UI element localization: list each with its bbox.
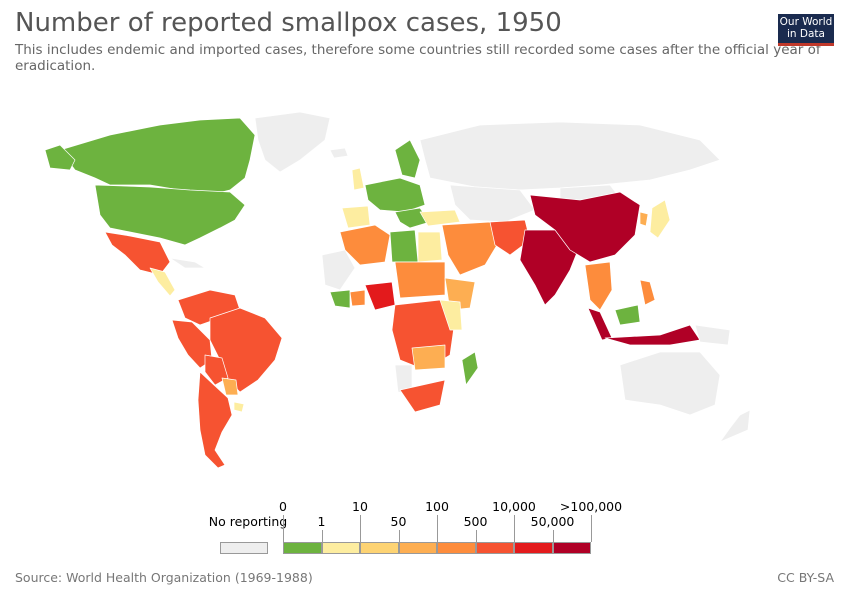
legend-tick-label-3: 50 bbox=[390, 514, 407, 529]
world-map bbox=[44, 111, 751, 469]
region-west-africa-coast[interactable] bbox=[329, 289, 351, 309]
region-brazil[interactable] bbox=[209, 307, 283, 393]
region-egypt[interactable] bbox=[417, 231, 443, 263]
logo-line-2: in Data bbox=[787, 28, 825, 40]
region-southern-africa-mid[interactable] bbox=[411, 344, 446, 371]
legend-no-reporting-label: No reporting bbox=[208, 514, 288, 529]
region-turkey[interactable] bbox=[419, 209, 461, 227]
region-mexico[interactable] bbox=[104, 231, 171, 276]
region-russia[interactable] bbox=[419, 121, 721, 191]
region-southeast-asia[interactable] bbox=[584, 261, 613, 311]
region-philippines[interactable] bbox=[639, 279, 656, 306]
legend-tick-5 bbox=[475, 530, 477, 542]
legend-swatch-7[interactable] bbox=[552, 542, 591, 554]
logo-line-1: Our World bbox=[779, 16, 833, 28]
legend-swatch-4[interactable] bbox=[437, 542, 476, 554]
region-sumatra[interactable] bbox=[587, 307, 613, 341]
legend-tick-label-5: 500 bbox=[463, 514, 488, 529]
legend-tick-4 bbox=[437, 515, 438, 542]
region-central-asia[interactable] bbox=[449, 184, 536, 223]
legend-tick-label-1: 1 bbox=[317, 514, 326, 529]
region-western-europe[interactable] bbox=[364, 177, 426, 213]
region-bolivia[interactable] bbox=[204, 354, 229, 386]
legend-tick-label-0: 0 bbox=[279, 499, 287, 514]
region-uruguay[interactable] bbox=[233, 401, 245, 413]
region-sudan-chad[interactable] bbox=[394, 261, 446, 299]
region-japan[interactable] bbox=[649, 199, 671, 239]
legend-tick-3 bbox=[398, 530, 400, 542]
region-papua[interactable] bbox=[694, 324, 731, 346]
legend-tick-6 bbox=[514, 515, 515, 542]
license-note[interactable]: CC BY-SA bbox=[777, 570, 834, 585]
region-alaska[interactable] bbox=[44, 144, 76, 171]
owid-logo[interactable]: Our World in Data bbox=[778, 14, 834, 46]
region-china[interactable] bbox=[529, 191, 641, 263]
source-note[interactable]: Source: World Health Organization (1969-… bbox=[15, 570, 313, 585]
legend-tick-label-4: 100 bbox=[425, 499, 449, 514]
region-iberia[interactable] bbox=[341, 205, 371, 229]
region-west-africa-nd[interactable] bbox=[321, 249, 356, 291]
legend-tick-2 bbox=[360, 515, 361, 542]
region-madagascar[interactable] bbox=[461, 351, 479, 386]
region-middle-east[interactable] bbox=[441, 221, 501, 276]
region-indonesia[interactable] bbox=[604, 324, 701, 346]
legend-tick-label-8: >100,000 bbox=[559, 499, 623, 514]
legend-swatch-5[interactable] bbox=[475, 542, 514, 554]
legend-no-reporting-swatch[interactable] bbox=[220, 542, 268, 554]
region-southern-cone[interactable] bbox=[197, 371, 233, 469]
region-scandinavia[interactable] bbox=[394, 139, 421, 179]
legend-swatch-2[interactable] bbox=[360, 542, 399, 554]
legend-tick-8 bbox=[591, 515, 592, 542]
region-canada[interactable] bbox=[59, 117, 256, 196]
region-borneo[interactable] bbox=[614, 304, 641, 326]
region-ghana[interactable] bbox=[349, 289, 366, 307]
region-korea[interactable] bbox=[639, 211, 649, 227]
region-iceland[interactable] bbox=[329, 147, 349, 159]
region-caribbean[interactable] bbox=[169, 257, 206, 269]
region-south-africa[interactable] bbox=[399, 379, 446, 413]
region-nigeria[interactable] bbox=[364, 281, 396, 311]
region-greenland[interactable] bbox=[254, 111, 331, 173]
chart-subtitle: This includes endemic and imported cases… bbox=[15, 42, 821, 74]
legend-swatch-1[interactable] bbox=[321, 542, 360, 554]
legend-tick-0 bbox=[283, 515, 284, 542]
region-east-africa[interactable] bbox=[439, 299, 463, 331]
region-usa[interactable] bbox=[94, 184, 246, 246]
region-paraguay[interactable] bbox=[221, 377, 239, 396]
legend-swatch-0[interactable] bbox=[283, 542, 322, 554]
legend-tick-label-6: 10,000 bbox=[492, 499, 536, 514]
region-australia[interactable] bbox=[619, 351, 721, 416]
legend-tick-7 bbox=[552, 530, 554, 542]
region-uk[interactable] bbox=[351, 167, 365, 191]
region-libya[interactable] bbox=[389, 229, 419, 263]
legend-tick-label-2: 10 bbox=[352, 499, 368, 514]
legend-tick-1 bbox=[321, 530, 323, 542]
region-iran-afghanistan[interactable] bbox=[489, 219, 531, 256]
region-new-zealand[interactable] bbox=[719, 409, 751, 443]
region-central-america[interactable] bbox=[149, 267, 176, 297]
chart-title: Number of reported smallpox cases, 1950 bbox=[15, 8, 562, 38]
legend-swatch-6[interactable] bbox=[514, 542, 553, 554]
legend-swatch-3[interactable] bbox=[398, 542, 437, 554]
legend-tick-label-7: 50,000 bbox=[530, 514, 575, 529]
